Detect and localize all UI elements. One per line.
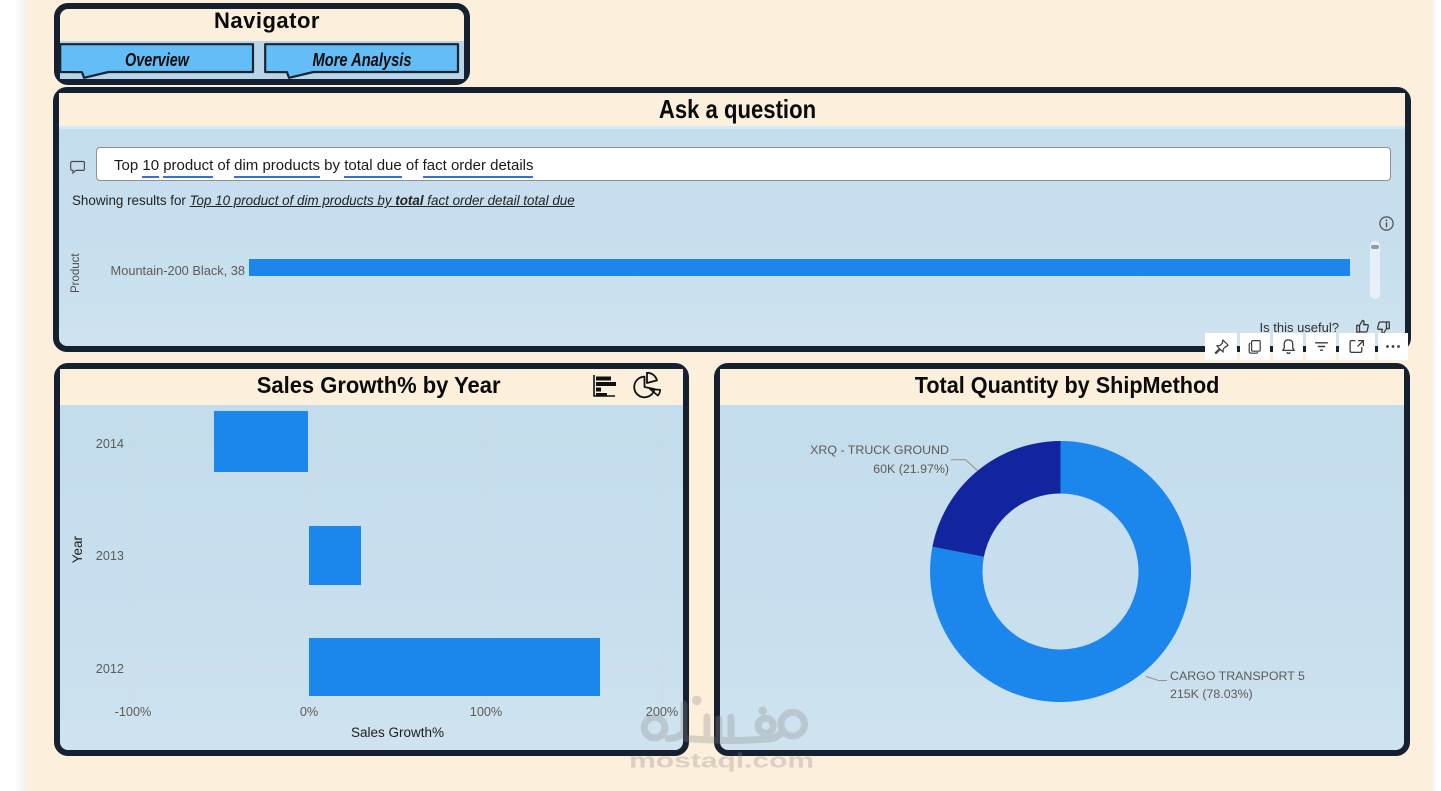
svg-text:mostaql.com: mostaql.com [629, 750, 814, 772]
svg-text:Overview: Overview [125, 49, 190, 70]
svg-text:More Analysis: More Analysis [313, 49, 412, 70]
